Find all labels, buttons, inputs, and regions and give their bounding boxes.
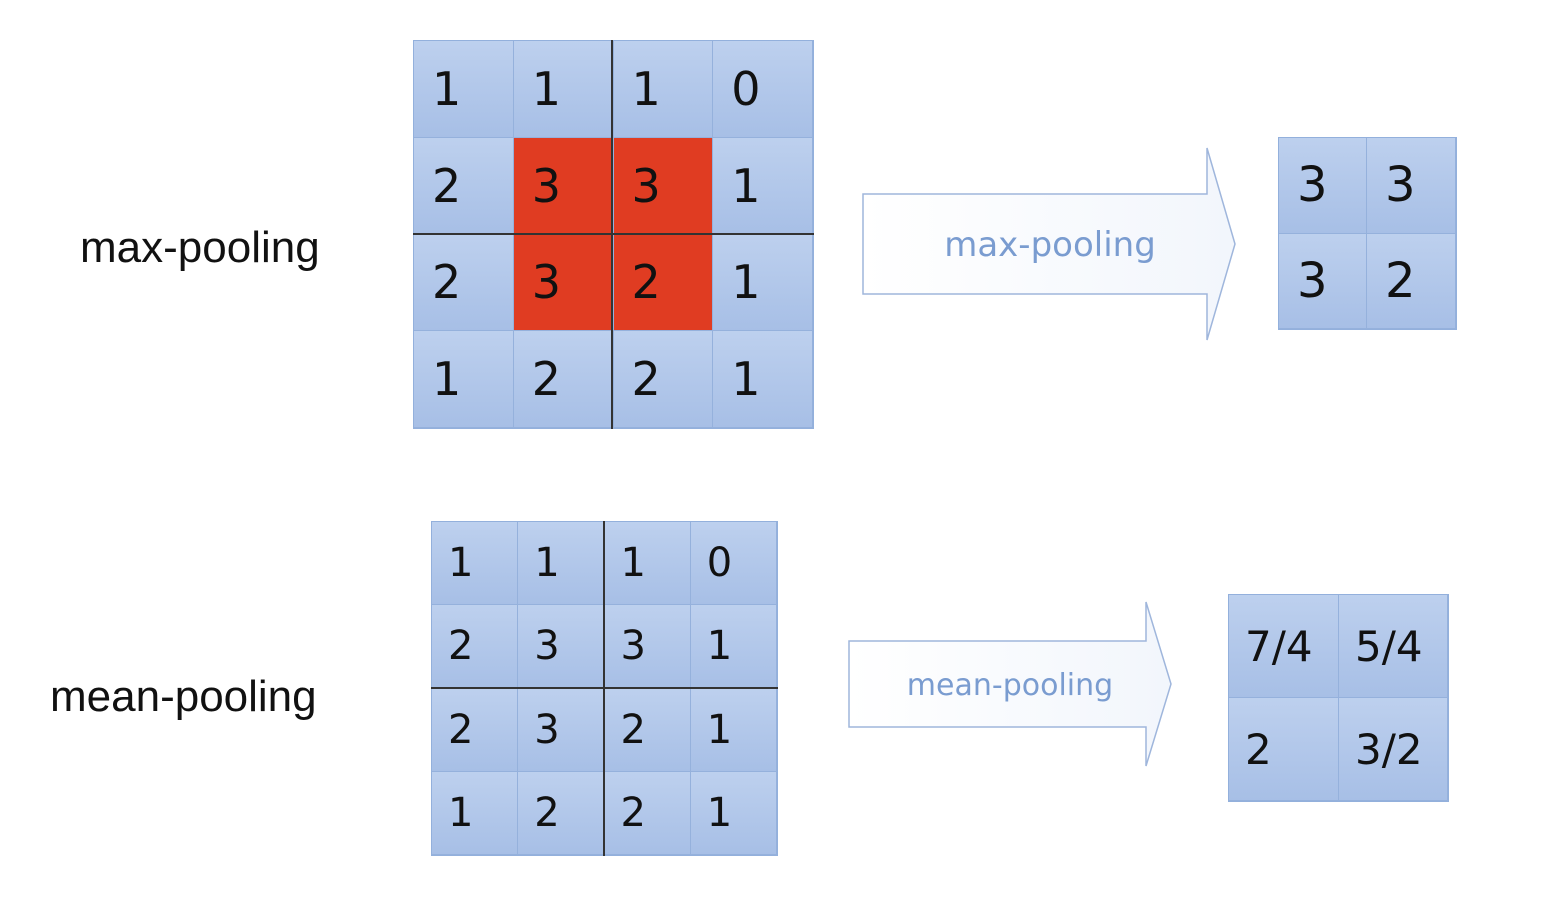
grid-cell: 1 xyxy=(513,41,614,138)
max-pooling-arrow: max-pooling xyxy=(862,147,1236,341)
highlighted-cell: 3 xyxy=(513,234,614,332)
grid-cell: 1 xyxy=(690,605,777,689)
grid-cell: 5/4 xyxy=(1339,595,1448,698)
grid-cell: 3 xyxy=(518,605,605,689)
grid-cell: 2 xyxy=(604,771,691,855)
max-pooling-input-grid: 1 1 1 0 2 3 3 1 2 3 2 1 1 2 2 1 xyxy=(413,40,814,429)
grid-cell: 1 xyxy=(604,522,691,606)
grid-cell: 0 xyxy=(690,522,777,606)
grid-cell: 1 xyxy=(432,522,519,606)
grid-cell: 2 xyxy=(513,331,614,428)
grid-cell: 1 xyxy=(518,522,605,606)
grid-cell: 7/4 xyxy=(1229,595,1339,698)
highlighted-cell: 3 xyxy=(613,137,714,235)
grid-cell: 3/2 xyxy=(1339,698,1448,801)
grid-cell: 0 xyxy=(713,41,813,138)
mean-pooling-output-grid: 7/4 5/4 2 3/2 xyxy=(1228,594,1449,802)
grid-cell: 2 xyxy=(414,137,514,235)
grid-cell: 3 xyxy=(1367,138,1456,234)
grid-cell: 2 xyxy=(1229,698,1339,801)
grid-cell: 2 xyxy=(518,771,605,855)
grid-cell: 2 xyxy=(604,688,691,772)
max-pooling-arrow-label: max-pooling xyxy=(944,225,1156,265)
grid-cell: 3 xyxy=(1279,138,1367,234)
mean-pooling-input-grid: 1 1 1 0 2 3 3 1 2 3 2 1 1 2 2 1 xyxy=(431,521,778,856)
mean-pooling-label: mean-pooling xyxy=(50,672,317,721)
grid-cell: 2 xyxy=(432,605,519,689)
max-pooling-output-grid: 3 3 3 2 xyxy=(1278,137,1457,330)
highlighted-cell: 3 xyxy=(513,137,614,235)
grid-cell: 1 xyxy=(613,41,714,138)
grid-cell: 3 xyxy=(518,688,605,772)
grid-cell: 1 xyxy=(713,234,813,332)
mean-pooling-arrow-label: mean-pooling xyxy=(907,668,1113,703)
grid-cell: 1 xyxy=(414,331,514,428)
grid-cell: 2 xyxy=(414,234,514,332)
grid-cell: 2 xyxy=(613,331,714,428)
grid-cell: 1 xyxy=(432,771,519,855)
grid-cell: 2 xyxy=(1367,233,1456,329)
max-pooling-label: max-pooling xyxy=(80,223,320,272)
highlighted-cell: 2 xyxy=(613,234,714,332)
grid-cell: 1 xyxy=(713,331,813,428)
grid-cell: 1 xyxy=(690,771,777,855)
grid-cell: 1 xyxy=(690,688,777,772)
grid-cell: 2 xyxy=(432,688,519,772)
mean-pooling-arrow: mean-pooling xyxy=(848,601,1172,767)
grid-cell: 3 xyxy=(604,605,691,689)
grid-cell: 1 xyxy=(713,137,813,235)
grid-cell: 3 xyxy=(1279,233,1367,329)
grid-cell: 1 xyxy=(414,41,514,138)
